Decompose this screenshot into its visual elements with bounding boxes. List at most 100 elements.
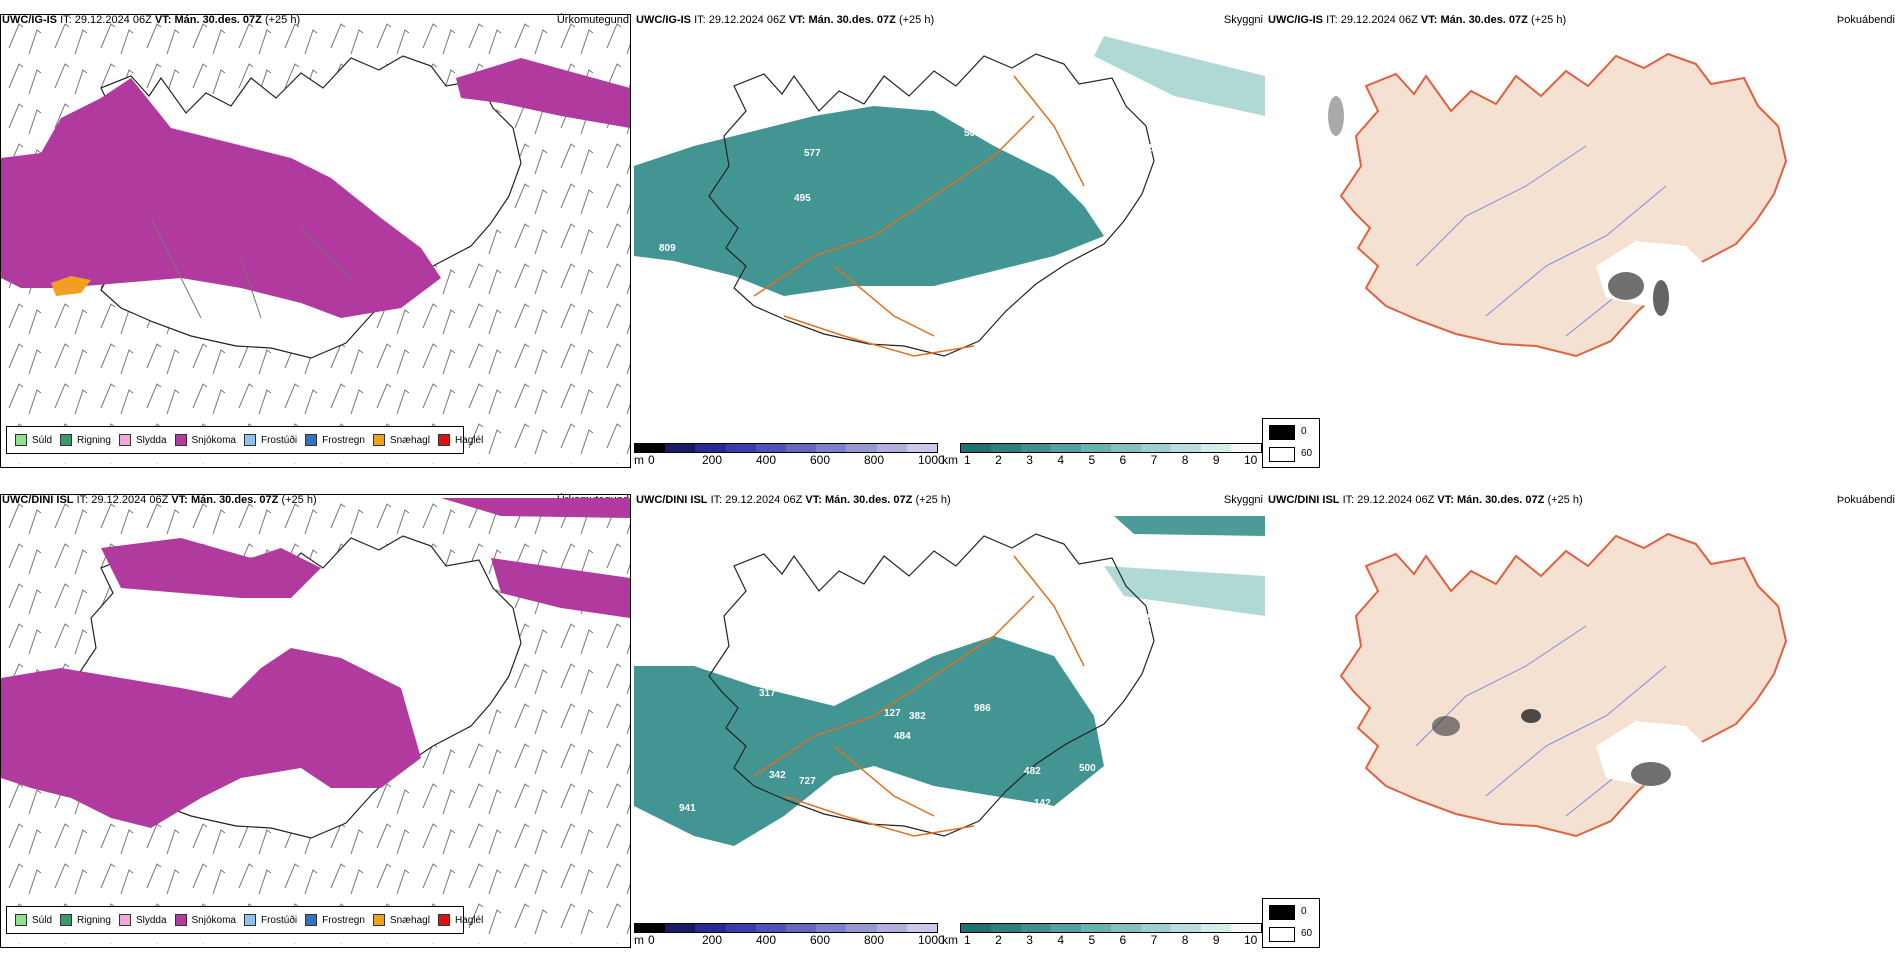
legend-item: Frostúði [243, 434, 297, 446]
colorbar-tick: 0 [648, 453, 655, 467]
legend-swatch [15, 914, 27, 926]
height-label: 727 [799, 776, 816, 787]
legend-label: Súld [32, 434, 53, 446]
colorbar-unit: m [634, 933, 644, 947]
legend-swatch [372, 434, 385, 446]
colorbar-tick: 4 [1057, 453, 1065, 467]
legend-item: Frostregn [305, 914, 365, 926]
vis-band-nw [1094, 36, 1265, 116]
legend-swatch [174, 914, 187, 926]
panel-header: UWC/IG-IS IT: 29.12.2024 06Z VT: Mán. 30… [636, 14, 1263, 26]
legend-label: Slydda [135, 434, 167, 446]
snow-area-ne [456, 58, 630, 128]
legend-item: Haglél [437, 434, 483, 446]
legend-swatch [243, 914, 256, 926]
colorbar-tick: 2 [995, 933, 1002, 947]
colorbar-segment [665, 444, 696, 452]
colorbar-tick: 10 [1244, 933, 1258, 947]
roads [753, 555, 1085, 837]
colorbar-segment [1081, 444, 1111, 452]
snow-area [1, 648, 421, 828]
height-label: 500 [964, 128, 981, 139]
colorbar-tick: 600 [810, 933, 831, 947]
precip-panel-dini: UWC/DINI ISL IT: 29.12.2024 06Z VT: Mán.… [0, 488, 631, 956]
colorbar-segment [1111, 444, 1141, 452]
legend-item: Rigning [60, 914, 111, 926]
visibility-map: 577 495 500 809 529 56 62 78 545 [634, 36, 1265, 456]
colorbar-tick: 8 [1181, 933, 1189, 947]
colorbar-segment [1201, 924, 1231, 932]
colorbar-segment [725, 444, 756, 452]
low-vis-area [634, 636, 1104, 846]
legend-label: Haglél [454, 914, 484, 926]
height-label: 342 [769, 770, 786, 781]
colorbar-tick: 7 [1150, 933, 1158, 947]
height-label: 482 [1024, 766, 1041, 777]
legend-item: Súld [15, 434, 52, 446]
precip-legend: Súld Rigning Slydda Snjókoma Frostúði Frostre… [6, 906, 483, 934]
height-label: 986 [974, 703, 991, 714]
fog-swatch [1269, 425, 1295, 440]
legend-swatch [118, 434, 131, 446]
legend-swatch [60, 914, 73, 926]
legend-swatch [305, 914, 318, 926]
legend-swatch [243, 434, 256, 446]
colorbar-tick: 5 [1088, 933, 1096, 947]
fog-legend-label: 0 [1301, 426, 1307, 437]
height-label: 127 [884, 708, 901, 719]
colorbar-tick: 0 [648, 933, 655, 947]
visibility-panel-dini: UWC/DINI ISL IT: 29.12.2024 06Z VT: Mán.… [634, 488, 1320, 956]
colorbar-segment [1021, 924, 1051, 932]
precip-panel-igis: UWC/IG-IS IT: 29.12.2024 06Z VT: Mán. 30… [0, 8, 631, 476]
colorbar-segment [1051, 444, 1081, 452]
colorbar-segment [1231, 444, 1261, 452]
visibility-map: 317 127 382 986 484 482 500 142 941 727 727 342 525 [634, 516, 1265, 936]
colorbar-segment [635, 444, 666, 452]
legend-swatch [174, 434, 187, 446]
model-name: UWC/IG-IS [1268, 14, 1323, 26]
colorbar-tick: 4 [1057, 933, 1065, 947]
fog-panel-igis: UWC/IG-IS IT: 29.12.2024 06Z VT: Mán. 30… [1266, 8, 1897, 476]
colorbar-segment [1171, 924, 1201, 932]
colorbar-segment [991, 924, 1021, 932]
colorbar-segment [876, 444, 907, 452]
colorbar-tick: 400 [756, 933, 777, 947]
fog-legend: 0 60 [1262, 418, 1320, 468]
legend-item: Snjókoma [174, 914, 236, 926]
colorbar-segment [695, 444, 726, 452]
legend-item: Snæhagl [372, 914, 430, 926]
height-label: 500 [1079, 763, 1096, 774]
legend-label: Súld [32, 914, 53, 926]
model-name: UWC/IG-IS [636, 14, 691, 26]
legend-swatch [15, 434, 27, 446]
height-label: 577 [804, 148, 821, 159]
colorbar-segment [816, 444, 847, 452]
fog-legend-label: 0 [1301, 906, 1307, 917]
graupel-area [51, 276, 91, 296]
height-colorbar [634, 923, 938, 933]
colorbar-unit: km [942, 453, 958, 467]
legend-item: Snæhagl [372, 434, 430, 446]
height-label: 62 [1019, 308, 1031, 319]
colorbar-segment [906, 444, 938, 452]
colorbar-tick: 600 [810, 453, 831, 467]
colorbar-segment [961, 444, 991, 452]
legend-item: Rigning [60, 434, 111, 446]
panel-header: UWC/IG-IS IT: 29.12.2024 06Z VT: Mán. 30… [1268, 14, 1895, 26]
colorbar-segment [1141, 924, 1171, 932]
fog-spot [1631, 762, 1671, 786]
precip-legend: Súld Rigning Slydda Snjókoma Frostúði Frostre… [6, 426, 483, 454]
iceland-fill [1340, 53, 1787, 357]
legend-item: Snjókoma [174, 434, 236, 446]
panel-title: Þokuábendi [1836, 14, 1895, 26]
colorbar-tick: 3 [1026, 933, 1033, 947]
snow-area-n [101, 538, 321, 598]
colorbar-segment [846, 444, 877, 452]
panel-title: Skyggni [1223, 494, 1263, 506]
fog-legend-label: 60 [1301, 928, 1313, 939]
colorbar-segment [846, 924, 877, 932]
colorbar-segment [1081, 924, 1111, 932]
colorbar-tick: 1000 [918, 453, 945, 467]
colorbar-segment [725, 924, 756, 932]
colorbar-segment [906, 924, 938, 932]
